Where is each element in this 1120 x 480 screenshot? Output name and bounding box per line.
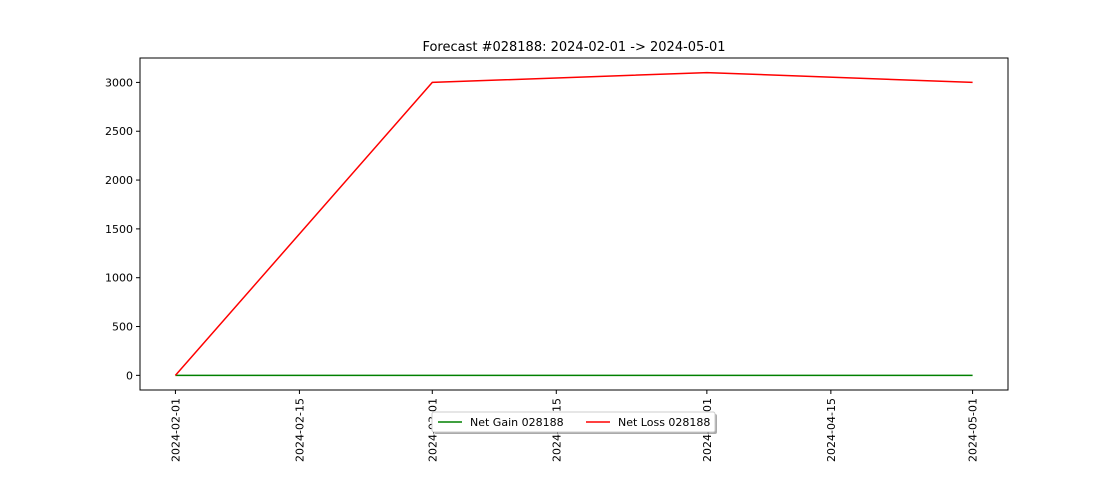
y-tick-label: 2500 — [105, 125, 133, 138]
y-tick-label: 1500 — [105, 223, 133, 236]
y-tick-label: 500 — [112, 321, 133, 334]
plot-frame — [139, 57, 1009, 391]
x-tick-label: 2024-02-01 — [169, 398, 182, 462]
y-tick-label: 2000 — [105, 174, 133, 187]
legend-label-1: Net Gain 028188 — [470, 416, 564, 429]
x-tick-label: 2024-05-01 — [967, 398, 980, 462]
series-line-2 — [174, 71, 973, 376]
y-axis: 0 500 1000 1500 2000 2500 3000 — [105, 76, 140, 382]
series-layer — [174, 71, 973, 377]
plot-area — [140, 58, 1008, 390]
y-tick-label: 3000 — [105, 76, 133, 89]
chart-title: Forecast #028188: 2024-02-01 -> 2024-05-… — [422, 40, 725, 55]
legend-label-2: Net Loss 028188 — [618, 416, 710, 429]
legend: Net Gain 028188 Net Loss 028188 — [431, 411, 717, 434]
x-tick-label: 2024-04-15 — [825, 398, 838, 462]
y-tick-label: 0 — [126, 369, 133, 382]
y-tick-label: 1000 — [105, 272, 133, 285]
legend-box — [431, 411, 716, 433]
x-tick-label: 2024-02-15 — [293, 398, 306, 462]
